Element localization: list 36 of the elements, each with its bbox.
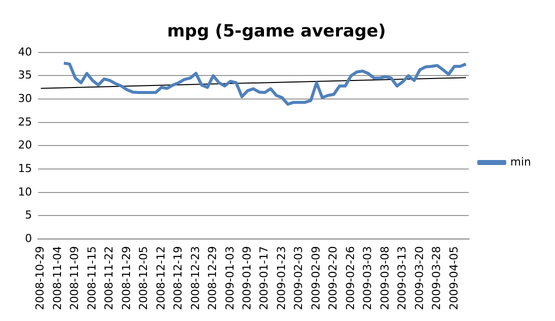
chart-title: mpg (5-game average) xyxy=(167,22,386,42)
x-tick-label: 2009-03-28 xyxy=(430,246,444,310)
x-tick-label: 2009-01-17 xyxy=(258,246,271,310)
x-tick-label: 2009-03-13 xyxy=(396,246,409,310)
x-tick-label: 2009-03-03 xyxy=(361,246,374,310)
x-tick-label: 2008-11-29 xyxy=(120,246,133,310)
x-tick-label: 2009-02-20 xyxy=(326,246,340,310)
x-tick-label: 2008-11-09 xyxy=(68,246,82,310)
y-tick-label: 35 xyxy=(18,68,32,82)
x-tick-label: 2009-01-23 xyxy=(274,246,288,310)
y-tick-label: 15 xyxy=(18,162,32,175)
x-tick-label: 2009-02-03 xyxy=(292,246,306,310)
y-tick-label: 20 xyxy=(18,138,32,152)
x-tick-label: 2009-01-09 xyxy=(240,246,254,310)
x-tick-label: 2008-11-04 xyxy=(50,246,64,310)
y-tick-label: 25 xyxy=(18,115,32,128)
y-tick-label: 10 xyxy=(18,185,32,198)
x-tick-label: 2009-02-09 xyxy=(309,246,322,310)
x-tick-label: 2008-12-29 xyxy=(206,246,220,310)
x-tick-label: 2009-03-08 xyxy=(378,246,392,310)
legend-label: min xyxy=(510,155,532,168)
x-tick-label: 2008-12-23 xyxy=(188,246,202,310)
x-tick-label: 2008-10-29 xyxy=(34,246,47,310)
x-tick-label: 2008-11-15 xyxy=(85,246,98,310)
y-tick-label: 40 xyxy=(18,45,32,58)
y-tick-label: 5 xyxy=(24,208,32,222)
x-tick-label: 2008-11-22 xyxy=(102,246,116,310)
x-tick-label: 2009-03-20 xyxy=(412,246,426,310)
x-tick-label: 2009-01-03 xyxy=(223,246,236,310)
x-tick-label: 2008-12-05 xyxy=(137,246,150,310)
x-tick-label: 2008-12-19 xyxy=(172,246,185,310)
x-tick-label: 2008-12-12 xyxy=(154,246,168,310)
x-tick-label: 2009-02-26 xyxy=(344,246,357,310)
y-tick-label: 30 xyxy=(18,92,32,105)
x-tick-label: 2009-04-05 xyxy=(447,246,460,310)
y-tick-label: 0 xyxy=(24,232,32,245)
